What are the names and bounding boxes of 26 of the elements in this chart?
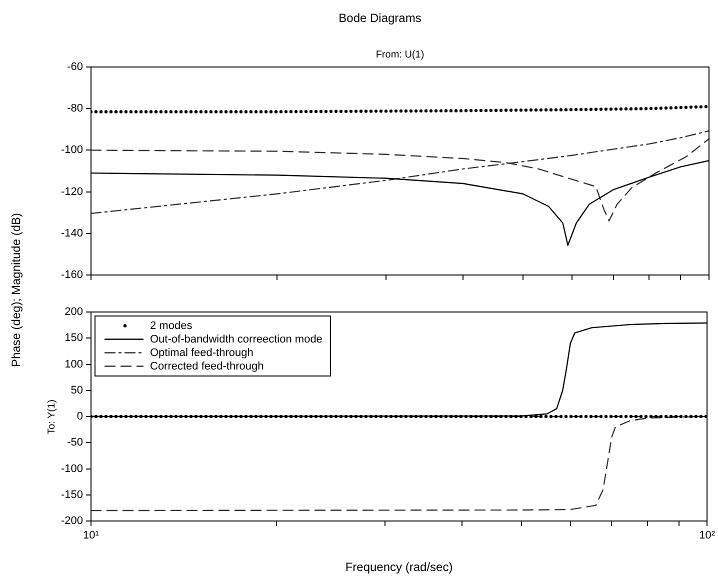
legend-label: Optimal feed-through [150,346,254,359]
y-axis-title: To: Y(1) [46,399,58,434]
y-tick-label: 200 [64,306,83,318]
y-tick-label: -60 [67,61,83,74]
x-tick-label: 10² [699,530,716,542]
legend-label: 2 modes [150,320,193,332]
legend-label: Corrected feed-through [150,360,264,372]
y-tick-label: -140 [60,227,83,240]
x-tick-label: 10¹ [83,530,100,542]
y-tick-label: 100 [64,358,83,370]
x-axis-title: Frequency (rad/sec) [345,560,453,574]
chart-subtitle: From: U(1) [376,50,424,60]
y-tick-label: 50 [70,384,83,396]
y-tick-label: -200 [60,515,83,528]
y-tick-label: -160 [60,269,83,282]
y-tick-label: -120 [60,186,83,198]
y-tick-label: -50 [67,436,83,449]
legend-label: Out-of-bandwidth correection mode [150,333,322,346]
y-axis-title: Phase (deg); Magnitude (dB) [9,212,23,368]
y-tick-label: 150 [64,332,83,344]
y-tick-label: -100 [60,144,83,156]
y-tick-label: -80 [67,102,83,115]
y-tick-label: 0 [76,410,83,423]
chart-title: Bode Diagrams [338,11,422,25]
y-tick-label: -150 [60,488,83,501]
y-tick-label: -100 [60,462,83,475]
